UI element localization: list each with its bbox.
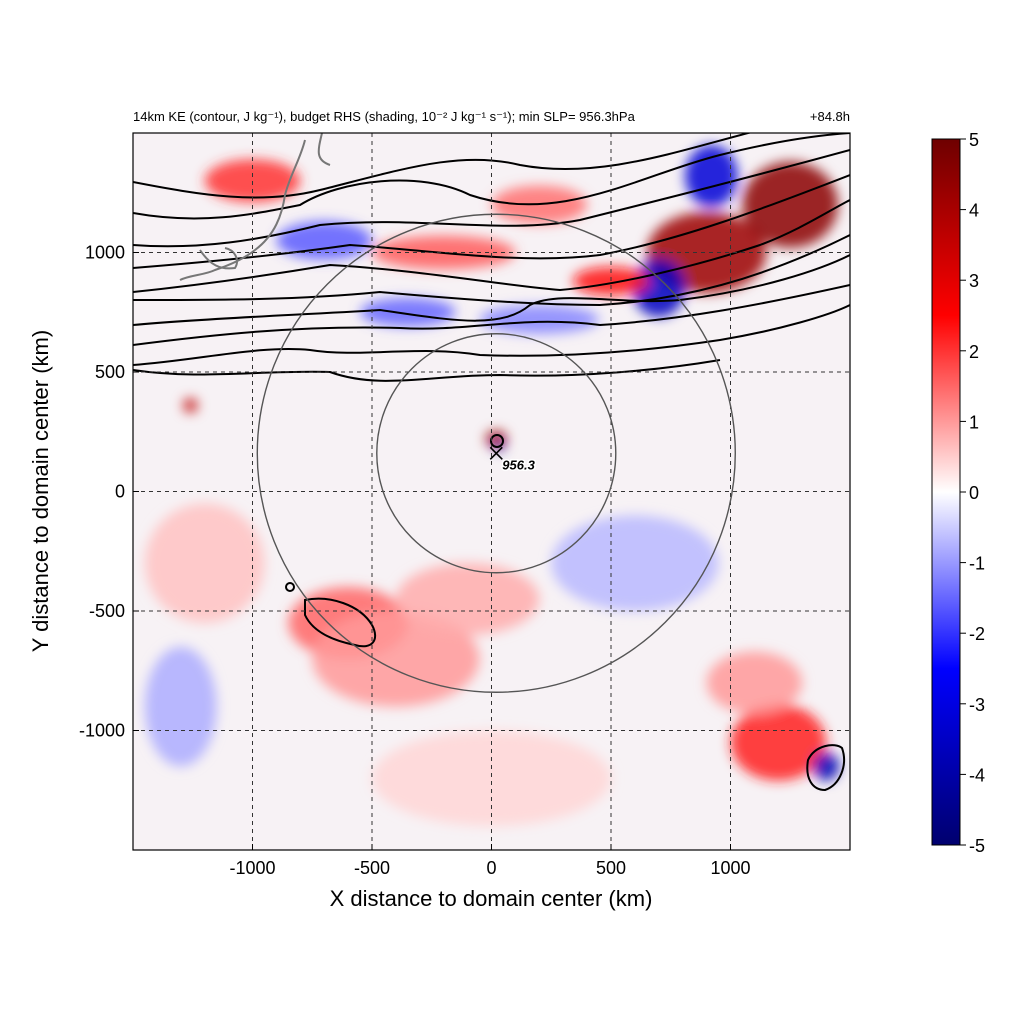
range-circle [376, 333, 617, 574]
shading-blob [395, 563, 540, 635]
coastline [317, 133, 331, 166]
shading-blob [360, 297, 456, 327]
shading-blob [144, 646, 217, 767]
chart-time-label: +84.8h [810, 109, 850, 124]
shading-blob [572, 266, 650, 296]
colorbar-tick-label: 1 [969, 412, 979, 432]
colorbar: 5 4 3 2 1 0 -1 -2 -3 -4 -5 [931, 130, 985, 856]
colorbar-tick-label: 3 [969, 271, 979, 291]
coastlines [179, 133, 331, 281]
contour-line [133, 234, 850, 307]
contour-line [806, 744, 845, 792]
x-tick-label: -500 [354, 858, 390, 878]
x-tick-label: 1000 [710, 858, 750, 878]
shading-blob [312, 611, 480, 707]
range-circles [256, 213, 736, 693]
y-axis-label: Y distance to domain center (km) [28, 330, 53, 652]
y-axis: -1000 -500 0 500 1000 [79, 243, 139, 741]
shading-blob [632, 259, 686, 318]
contour-line [133, 174, 850, 269]
coastline [199, 247, 238, 270]
contour-line [133, 359, 721, 382]
shading-blob [706, 651, 803, 714]
range-circle [256, 213, 736, 693]
y-tick-label: 1000 [85, 243, 125, 263]
contour-line [133, 199, 850, 293]
center-x-icon [489, 446, 503, 460]
colorbar-tick-label: 4 [969, 201, 979, 221]
plot-area: 956.3 [132, 132, 851, 851]
contour-line [133, 133, 850, 220]
contour-line [285, 582, 295, 592]
contour-line [133, 149, 850, 248]
contour-line [133, 254, 850, 326]
shading-layer [144, 144, 840, 827]
colorbar-tick-label: -4 [969, 765, 985, 785]
shading-blob [685, 144, 738, 208]
contour-line [133, 133, 753, 199]
shading-blob [204, 159, 301, 203]
min-slp-label: 956.3 [502, 457, 535, 472]
storm-center-marker: 956.3 [489, 446, 537, 474]
shading-blob [551, 515, 719, 611]
contour-line [133, 304, 850, 366]
x-tick-label: 0 [486, 858, 496, 878]
colorbar-tick-label: -1 [969, 554, 985, 574]
contour-line [304, 597, 377, 648]
shading-blob [144, 503, 265, 623]
y-tick-label: -1000 [79, 721, 125, 741]
coastline [179, 139, 306, 281]
x-tick-label: 500 [596, 858, 626, 878]
shading-blob [276, 221, 373, 260]
shading-blob [730, 704, 827, 781]
colorbar-tick-label: -3 [969, 695, 985, 715]
contour-line [133, 284, 850, 346]
x-tick-label: -1000 [229, 858, 275, 878]
y-tick-label: -500 [89, 601, 125, 621]
y-tick-label: 0 [115, 482, 125, 502]
colorbar-tick-label: 5 [969, 130, 979, 150]
colorbar-tick-label: 0 [969, 483, 979, 503]
shading-blob [812, 752, 840, 781]
ke-contours [133, 133, 850, 792]
shading-blob [372, 730, 611, 827]
shading-blob [183, 398, 198, 413]
colorbar-gradient [931, 138, 961, 846]
x-axis: -1000 -500 0 500 1000 [229, 844, 751, 878]
colorbar-tick-label: 2 [969, 342, 979, 362]
y-tick-label: 500 [95, 362, 125, 382]
chart-title: 14km KE (contour, J kg⁻¹), budget RHS (s… [133, 109, 636, 124]
shading-blob [479, 305, 600, 334]
x-axis-label: X distance to domain center (km) [330, 886, 653, 911]
colorbar-tick-label: -2 [969, 624, 985, 644]
colorbar-tick-label: -5 [969, 836, 985, 856]
colorbar-ticks: 5 4 3 2 1 0 -1 -2 -3 -4 -5 [960, 130, 985, 856]
shading-blob [742, 161, 839, 248]
